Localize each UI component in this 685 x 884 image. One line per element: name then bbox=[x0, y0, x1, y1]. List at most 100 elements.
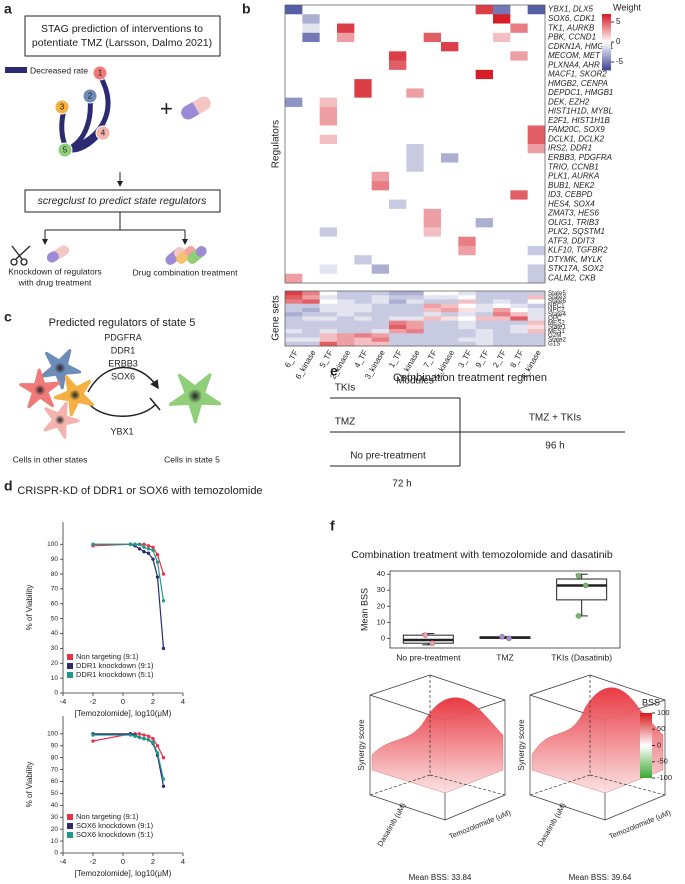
heatmap-cell bbox=[354, 106, 372, 117]
heatmap-cell bbox=[493, 125, 511, 136]
heatmap-cell bbox=[337, 97, 355, 108]
x-tick-label: 4 bbox=[181, 697, 185, 706]
heatmap-cell bbox=[302, 181, 320, 191]
y-tick-label: 80 bbox=[51, 571, 59, 578]
heatmap-cell bbox=[441, 153, 459, 163]
heatmap-cell bbox=[337, 144, 355, 154]
y-tick-label: 10 bbox=[51, 675, 59, 682]
heatmap-cell bbox=[337, 218, 355, 228]
legend-label: SOX6 knockdown (5:1) bbox=[76, 830, 154, 839]
heatmap-cell bbox=[285, 329, 303, 334]
heatmap-cell bbox=[319, 337, 338, 343]
heatmap-cell bbox=[337, 116, 355, 126]
data-point bbox=[142, 733, 146, 737]
heatmap-cell bbox=[527, 291, 546, 296]
heatmap-cell bbox=[493, 42, 511, 52]
heatmap-cell bbox=[371, 60, 390, 71]
colorbar-step bbox=[602, 22, 611, 25]
heatmap-cell bbox=[389, 60, 407, 71]
x-tick-label: 2 bbox=[151, 697, 155, 706]
panel-label: b bbox=[242, 1, 251, 17]
heatmap-cell bbox=[354, 218, 372, 228]
heatmap-cell bbox=[285, 218, 303, 228]
heatmap-cell bbox=[423, 42, 442, 52]
heatmap-cell bbox=[458, 42, 476, 52]
heatmap-cell bbox=[371, 341, 390, 347]
colorbar-step bbox=[602, 52, 611, 55]
heatmap-cell bbox=[493, 79, 511, 89]
heatmap-cell bbox=[493, 273, 511, 284]
heatmap-cell bbox=[510, 329, 528, 334]
heatmap-cell bbox=[302, 14, 320, 24]
heatmap-cell bbox=[475, 162, 494, 173]
heatmap-cell bbox=[406, 329, 424, 334]
row-label: State1 bbox=[548, 324, 566, 331]
heatmap-cell bbox=[354, 88, 372, 98]
y-tick-label: 40 bbox=[377, 569, 385, 578]
heatmap-cell bbox=[458, 14, 476, 24]
heatmap-cell bbox=[475, 97, 494, 108]
colorbar-label: -5 bbox=[616, 57, 624, 66]
heatmap-cell bbox=[475, 218, 494, 228]
label: Mean BSS: 39.64 bbox=[569, 873, 632, 882]
row-label: ID3, CEBPD bbox=[548, 190, 593, 199]
heatmap-cell bbox=[406, 79, 424, 89]
heatmap-cell bbox=[406, 125, 424, 136]
heatmap-cell bbox=[302, 171, 320, 182]
box bbox=[24, 189, 221, 213]
heatmap-cell bbox=[389, 181, 407, 191]
heatmap-cell bbox=[441, 181, 459, 191]
heatmap-cell bbox=[441, 264, 459, 275]
heatmap-cell bbox=[441, 125, 459, 136]
y-tick-label: 100 bbox=[47, 541, 58, 548]
heatmap-cell bbox=[423, 255, 442, 265]
row-label: CALM2, CKB bbox=[548, 273, 596, 282]
heatmap-cell bbox=[354, 291, 372, 296]
heatmap-cell bbox=[406, 69, 424, 80]
heatmap-cell bbox=[285, 5, 303, 15]
colorbar-step bbox=[602, 58, 611, 61]
legend-swatch bbox=[5, 67, 27, 73]
heatmap-cell bbox=[285, 23, 303, 34]
heatmap-cell bbox=[458, 324, 476, 330]
heatmap-cell bbox=[406, 5, 424, 15]
heatmap-cell bbox=[510, 307, 528, 313]
heatmap-cell bbox=[475, 324, 494, 330]
heatmap-cell bbox=[354, 320, 372, 326]
heatmap-cell bbox=[354, 307, 372, 313]
heatmap-cell bbox=[510, 125, 528, 136]
heatmap-cell bbox=[527, 333, 546, 338]
heatmap-cell bbox=[423, 5, 442, 15]
legend-label: SOX6 knockdown (9:1) bbox=[76, 821, 154, 830]
heatmap-cell bbox=[389, 273, 407, 284]
heatmap-cell bbox=[527, 273, 546, 284]
heatmap-cell bbox=[371, 316, 390, 321]
y-tick-label: 20 bbox=[377, 601, 385, 610]
heatmap-cell bbox=[441, 299, 459, 304]
label: Gene sets bbox=[271, 295, 282, 341]
y-tick-label: 30 bbox=[377, 585, 385, 594]
surface bbox=[531, 687, 664, 794]
row-label: State5 bbox=[548, 290, 566, 297]
heatmap-cell bbox=[302, 97, 320, 108]
heatmap-cell bbox=[423, 97, 442, 108]
heatmap-cell bbox=[441, 329, 459, 334]
heatmap-cell bbox=[371, 162, 390, 173]
heatmap-cell bbox=[527, 320, 546, 326]
heatmap-cell bbox=[458, 316, 476, 321]
colorbar-step bbox=[602, 40, 611, 43]
colorbar-step bbox=[602, 66, 611, 69]
label: Mean BSS: 33.84 bbox=[409, 873, 472, 882]
heatmap-cell bbox=[406, 303, 424, 309]
heatmap-cell bbox=[510, 264, 528, 275]
heatmap-cell bbox=[285, 264, 303, 275]
heatmap-cell bbox=[406, 51, 424, 61]
heatmap-cell bbox=[493, 23, 511, 34]
data-point bbox=[142, 550, 146, 554]
heatmap-cell bbox=[493, 32, 511, 43]
heatmap-cell bbox=[527, 144, 546, 154]
data-point bbox=[151, 736, 155, 741]
heatmap-cell bbox=[527, 295, 546, 300]
data-point bbox=[429, 640, 436, 646]
heatmap-cell bbox=[527, 42, 546, 52]
